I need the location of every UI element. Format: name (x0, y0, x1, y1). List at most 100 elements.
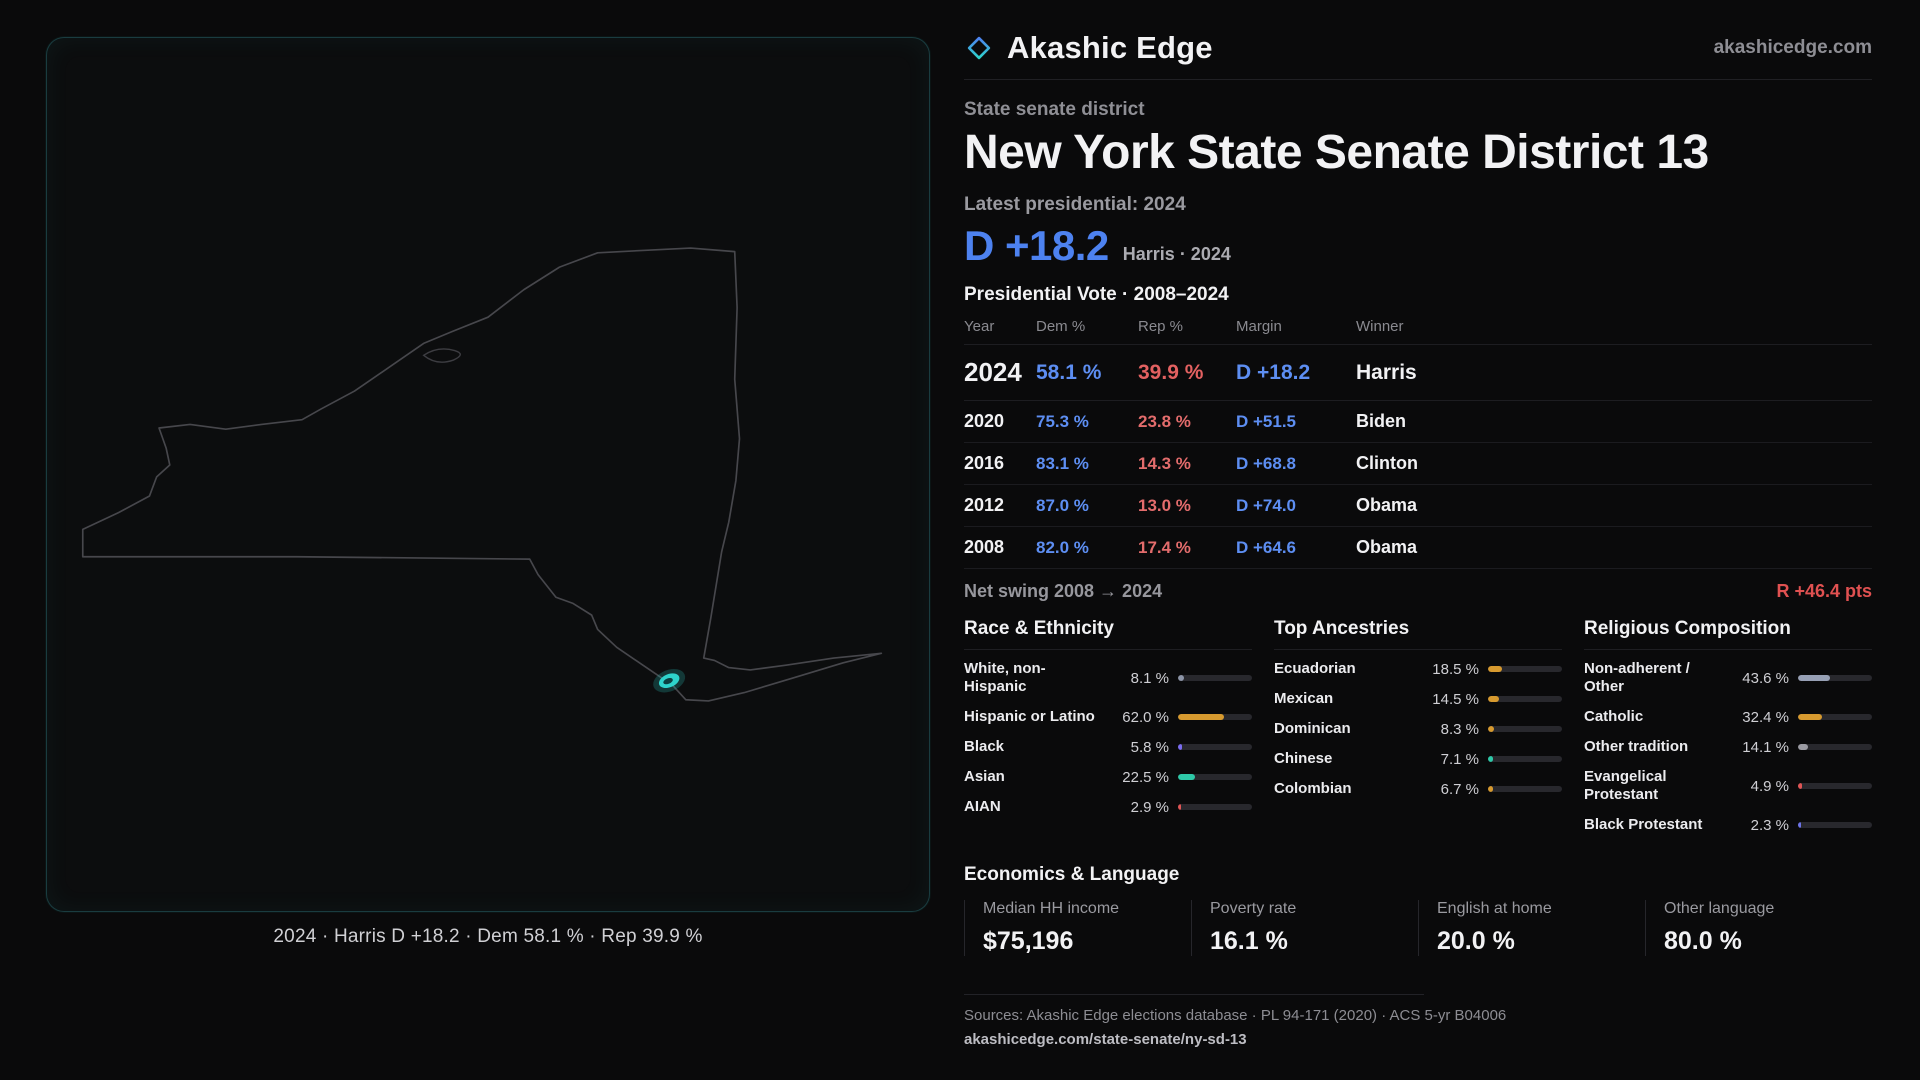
cell-year: 2024 (964, 357, 1022, 388)
demo-row: Ecuadorian 18.5 % (1274, 654, 1562, 684)
stat-value: $75,196 (983, 927, 1074, 956)
demo-label: Dominican (1274, 720, 1351, 738)
economics-title: Economics & Language (964, 864, 1180, 886)
stat-value: 80.0 % (1664, 927, 1742, 956)
demo-value: 6.7 % (1440, 780, 1479, 798)
table-row: 2016 83.1 % 14.3 % D +68.8 Clinton (964, 443, 1872, 486)
headline-margin: D +18.2 (964, 222, 1109, 270)
demo-label: Non-adherent / Other (1584, 660, 1690, 696)
stat-poverty-rate: Poverty rate 16.1 % (1191, 900, 1418, 957)
net-swing-value: R +46.4 pts (1776, 581, 1872, 602)
brand-site-link[interactable]: akashicedge.com (1713, 37, 1872, 58)
religious-composition-column: Religious Composition Non-adherent / Oth… (1584, 618, 1872, 840)
demo-value: 2.3 % (1750, 816, 1789, 834)
demo-value: 5.8 % (1130, 738, 1169, 756)
cell-winner: Harris (1356, 360, 1417, 384)
cell-margin: D +18.2 (1236, 360, 1311, 384)
net-swing-label: Net swing 2008 → 2024 (964, 581, 1163, 602)
brand-diamond-icon (967, 36, 991, 60)
demo-row: Other tradition 14.1 % (1584, 732, 1872, 762)
demo-value: 8.3 % (1440, 720, 1479, 738)
cell-year: 2020 (964, 411, 1005, 432)
demo-bar (1488, 696, 1562, 703)
cell-dem: 75.3 % (1036, 411, 1089, 431)
cell-winner: Obama (1356, 537, 1418, 558)
demo-bar (1488, 726, 1562, 733)
stat-english-at-home: English at home 20.0 % (1418, 900, 1645, 957)
demo-value: 7.1 % (1440, 750, 1479, 768)
demo-value: 18.5 % (1432, 660, 1479, 678)
oneida-lake-outline (422, 348, 461, 363)
demo-value: 43.6 % (1742, 669, 1789, 687)
demo-label: AIAN (964, 798, 1001, 816)
brand-name: Akashic Edge (1007, 30, 1213, 65)
demo-label: Black Protestant (1584, 816, 1703, 834)
stat-value: 20.0 % (1437, 927, 1515, 956)
cell-year: 2016 (964, 453, 1005, 474)
demo-label: Asian (964, 768, 1005, 786)
cell-year: 2008 (964, 537, 1005, 558)
stat-label: Other language (1664, 900, 1775, 918)
demo-row: Colombian 6.7 % (1274, 774, 1562, 804)
district-kicker: State senate district (964, 99, 1145, 120)
headline-detail: Harris · 2024 (1122, 244, 1231, 265)
cell-dem: 58.1 % (1036, 360, 1102, 384)
stat-label: Poverty rate (1210, 900, 1297, 918)
demo-value: 14.1 % (1742, 738, 1789, 756)
stat-median-hh-income: Median HH income $75,196 (964, 900, 1191, 957)
stat-other-language: Other language 80.0 % (1645, 900, 1872, 957)
demo-bar (1798, 714, 1872, 721)
net-swing-row: Net swing 2008 → 2024 R +46.4 pts (964, 581, 1872, 602)
demo-value: 62.0 % (1122, 708, 1169, 726)
demo-label: Catholic (1584, 708, 1644, 726)
cell-winner: Biden (1356, 411, 1407, 432)
demo-bar (1488, 756, 1562, 763)
demo-label: Mexican (1274, 690, 1334, 708)
col-rep: Rep % (1138, 318, 1184, 336)
demo-label: Colombian (1274, 780, 1352, 798)
col-dem: Dem % (1036, 318, 1086, 336)
demo-bar (1178, 675, 1252, 682)
race-ethnicity-column: Race & Ethnicity White, non-Hispanic 8.1… (964, 618, 1252, 840)
cell-rep: 17.4 % (1138, 537, 1191, 557)
demo-value: 8.1 % (1130, 669, 1169, 687)
header-divider (964, 79, 1872, 80)
demo-bar (1798, 675, 1872, 682)
cell-margin: D +51.5 (1236, 411, 1297, 431)
cell-dem: 83.1 % (1036, 453, 1089, 473)
col-winner: Winner (1356, 318, 1404, 336)
cell-winner: Clinton (1356, 453, 1418, 474)
demo-bar (1798, 822, 1872, 829)
map-caption: 2024 · Harris D +18.2 · Dem 58.1 % · Rep… (273, 926, 703, 947)
headline-margin-row: D +18.2 Harris · 2024 (964, 222, 1872, 270)
top-ancestries-column: Top Ancestries Ecuadorian 18.5 % Mexican… (1274, 618, 1562, 840)
col-year: Year (964, 318, 995, 336)
cell-margin: D +64.6 (1236, 537, 1297, 557)
table-row: 2020 75.3 % 23.8 % D +51.5 Biden (964, 401, 1872, 444)
demo-row: Catholic 32.4 % (1584, 702, 1872, 732)
demo-row: Non-adherent / Other 43.6 % (1584, 654, 1872, 702)
demo-row: Hispanic or Latino 62.0 % (964, 702, 1252, 732)
demo-bar (1178, 744, 1252, 751)
demo-label: Other tradition (1584, 738, 1689, 756)
stat-value: 16.1 % (1210, 927, 1288, 956)
section-title: Top Ancestries (1274, 618, 1562, 651)
demo-bar (1178, 774, 1252, 781)
stat-label: Median HH income (983, 900, 1120, 918)
demo-label: Hispanic or Latino (964, 708, 1095, 726)
table-row: 2024 58.1 % 39.9 % D +18.2 Harris (964, 345, 1872, 402)
demo-row: Asian 22.5 % (964, 762, 1252, 792)
demo-row: Dominican 8.3 % (1274, 714, 1562, 744)
permalink-link[interactable]: akashicedge.com/state-senate/ny-sd-13 (964, 1031, 1247, 1049)
page-title: New York State Senate District 13 (964, 126, 1709, 179)
demographics-section: Race & Ethnicity White, non-Hispanic 8.1… (964, 618, 1872, 840)
section-title: Race & Ethnicity (964, 618, 1252, 651)
demo-value: 32.4 % (1742, 708, 1789, 726)
table-row: 2008 82.0 % 17.4 % D +64.6 Obama (964, 527, 1872, 570)
demo-row: Black Protestant 2.3 % (1584, 810, 1872, 840)
cell-rep: 39.9 % (1138, 360, 1204, 384)
demo-bar (1798, 783, 1872, 790)
demo-value: 14.5 % (1432, 690, 1479, 708)
brand-header: Akashic Edge akashicedge.com (964, 30, 1872, 66)
